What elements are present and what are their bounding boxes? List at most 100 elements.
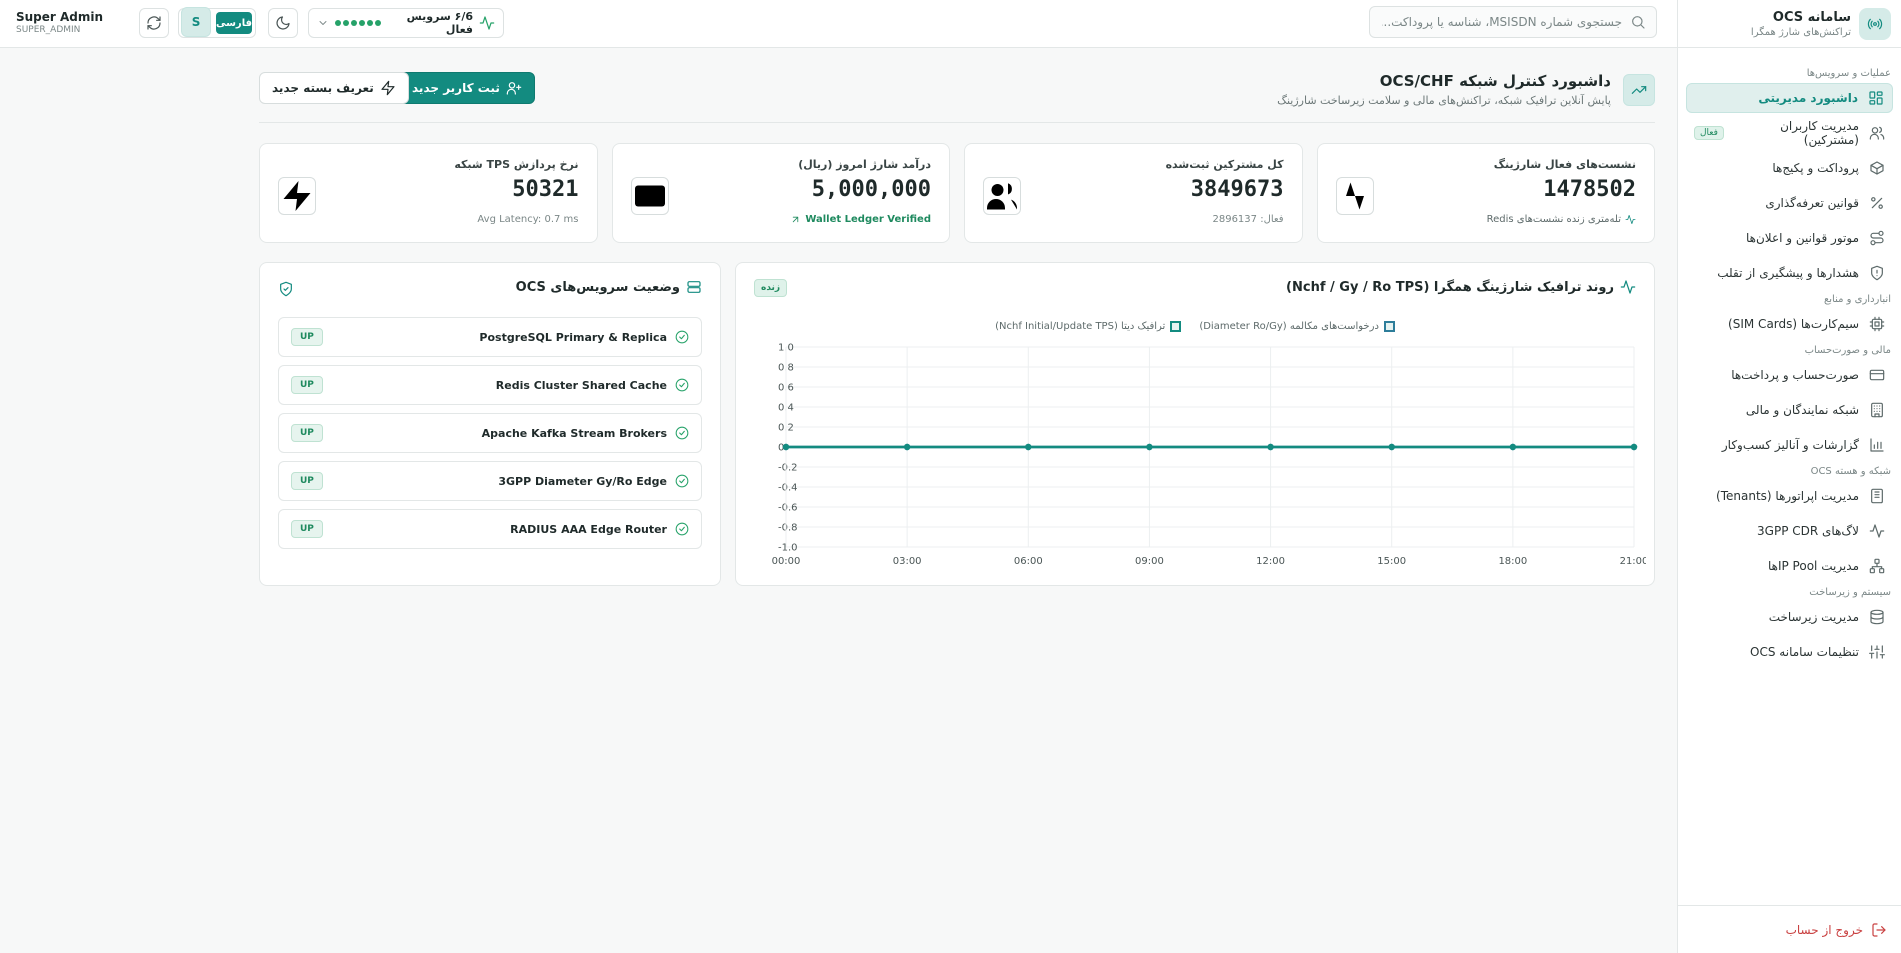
service-name: 3GPP Diameter Gy/Ro Edge bbox=[498, 474, 667, 488]
database-icon bbox=[1869, 609, 1885, 625]
package-icon bbox=[1869, 160, 1885, 176]
y-tick-label: 0.2- bbox=[778, 463, 798, 474]
legend-item[interactable]: ترافیک دیتا (Nchf Initial/Update TPS) bbox=[995, 321, 1182, 332]
status-badge: UP bbox=[291, 376, 323, 394]
arrow-up-right-icon bbox=[790, 214, 801, 225]
check-circle-icon bbox=[675, 522, 689, 536]
avatar[interactable]: S bbox=[181, 7, 212, 37]
legend-item[interactable]: درخواست‌های مکالمه (Diameter Ro/Gy) bbox=[1199, 321, 1395, 332]
credit-card-icon bbox=[630, 177, 669, 215]
services-list: PostgreSQL Primary & Replica UP Redis Cl… bbox=[278, 317, 702, 557]
service-name: PostgreSQL Primary & Replica bbox=[479, 330, 667, 344]
x-tick-label: 15:00 bbox=[1377, 556, 1406, 567]
sidebar-item[interactable]: شبکه نمایندگان و مالی bbox=[1686, 395, 1893, 425]
user-plus-icon bbox=[506, 80, 522, 96]
sidebar-item-label: داشبورد مدیریتی bbox=[1758, 91, 1858, 105]
refresh-button[interactable] bbox=[139, 8, 169, 38]
kpi-footnote-text: Avg Latency: 0.7 ms bbox=[477, 214, 579, 225]
service-name: Redis Cluster Shared Cache bbox=[495, 378, 667, 392]
check-circle-icon bbox=[675, 426, 689, 440]
sidebar-item-label: هشدارها و پیشگیری از تقلب bbox=[1717, 266, 1859, 280]
page-subtitle: پایش آنلاین ترافیک شبکه، تراکنش‌های مالی… bbox=[1277, 94, 1611, 107]
activity-icon bbox=[1869, 523, 1885, 539]
activity-icon bbox=[1620, 279, 1636, 295]
status-badge: UP bbox=[291, 328, 323, 346]
status-badge: UP bbox=[291, 520, 323, 538]
x-tick-label: 12:00 bbox=[1256, 556, 1285, 567]
sidebar-item[interactable]: سیم‌کارت‌ها (SIM Cards) bbox=[1686, 309, 1893, 339]
kpi-value: 3849673 bbox=[1190, 177, 1284, 202]
search-box[interactable] bbox=[1369, 6, 1657, 38]
theme-toggle-button[interactable] bbox=[268, 8, 298, 38]
sidebar-item[interactable]: لاگ‌های 3GPP CDR bbox=[1686, 516, 1893, 546]
search-input[interactable] bbox=[1382, 15, 1622, 29]
new-package-button[interactable]: تعریف بسته جدید bbox=[259, 72, 409, 104]
app-subtitle: تراکنش‌های شارژ همگرا bbox=[1750, 26, 1851, 38]
x-tick-label: 03:00 bbox=[893, 556, 922, 567]
new-user-button[interactable]: ثبت کاربر جدید bbox=[399, 72, 535, 104]
x-tick-label: 00:00 bbox=[772, 556, 801, 567]
sidebar-item[interactable]: موتور قوانین و اعلان‌ها bbox=[1686, 223, 1893, 253]
services-panel-title-text: وضعیت سرویس‌های OCS bbox=[515, 279, 680, 295]
legend-swatch bbox=[1170, 321, 1182, 332]
data-point bbox=[1388, 443, 1395, 451]
services-status-label: ۶/6 سرویس فعال bbox=[406, 10, 473, 36]
sidebar-item[interactable]: تنظیمات سامانه OCS bbox=[1686, 637, 1893, 667]
kpi-footnote: تله‌متری زنده نشست‌های Redis bbox=[1487, 214, 1636, 225]
kpi-value: 50321 bbox=[512, 177, 579, 202]
zap-icon bbox=[278, 177, 316, 215]
sidebar-item[interactable]: پروداکت و پکیج‌ها bbox=[1686, 153, 1893, 183]
legend-swatch bbox=[1383, 321, 1395, 332]
data-point bbox=[1025, 443, 1032, 451]
service-name: RADIUS AAA Edge Router bbox=[510, 522, 667, 536]
sidebar-item-label: موتور قوانین و اعلان‌ها bbox=[1745, 231, 1859, 245]
bar-chart-icon bbox=[1869, 437, 1885, 453]
divider bbox=[259, 122, 1655, 123]
data-point bbox=[903, 443, 911, 451]
check-circle-icon bbox=[675, 474, 689, 488]
kpi-row: نشست‌های فعال شارژینگ 1478502 تله‌متری ز… bbox=[259, 143, 1655, 243]
activity-icon bbox=[1335, 177, 1374, 215]
service-row: Redis Cluster Shared Cache UP bbox=[278, 365, 702, 405]
logout-button[interactable]: خروج از حساب bbox=[1678, 905, 1901, 953]
kpi-footnote-text: تله‌متری زنده نشست‌های Redis bbox=[1486, 214, 1621, 225]
service-row: Apache Kafka Stream Brokers UP bbox=[278, 413, 702, 453]
sidebar-item[interactable]: مدیریت اپراتورها (Tenants) bbox=[1686, 481, 1893, 511]
sidebar-item-label: سیم‌کارت‌ها (SIM Cards) bbox=[1728, 317, 1859, 331]
check-circle-icon bbox=[675, 378, 689, 392]
brand: سامانه OCS تراکنش‌های شارژ همگرا bbox=[1678, 0, 1901, 48]
sliders-icon bbox=[1869, 644, 1885, 660]
sidebar-item[interactable]: قوانین تعرفه‌گذاری bbox=[1686, 188, 1893, 218]
dashboard-icon bbox=[1868, 90, 1884, 106]
service-dots bbox=[335, 20, 381, 26]
lang-fa-option[interactable]: فارسی bbox=[215, 12, 252, 34]
radio-tower-icon bbox=[1859, 7, 1891, 40]
sidebar-item-label: صورت‌حساب و پرداخت‌ها bbox=[1731, 368, 1859, 382]
activity-icon bbox=[479, 15, 495, 31]
traffic-panel-title: روند ترافیک شارژینگ همگرا (Nchf / Gy / R… bbox=[1286, 279, 1636, 295]
users-icon bbox=[1869, 125, 1885, 141]
sidebar-item[interactable]: گزارشات و آنالیز کسب‌وکار bbox=[1686, 430, 1893, 460]
chevron-down-icon bbox=[317, 17, 329, 29]
services-status-dropdown[interactable]: ۶/6 سرویس فعال bbox=[308, 8, 504, 38]
sidebar-item[interactable]: داشبورد مدیریتی bbox=[1686, 83, 1893, 113]
status-badge: UP bbox=[291, 424, 323, 442]
user-name: Super Admin bbox=[16, 9, 104, 24]
sidebar-item[interactable]: صورت‌حساب و پرداخت‌ها bbox=[1686, 360, 1893, 390]
status-badge: فعال bbox=[1694, 126, 1724, 140]
sidebar-item[interactable]: هشدارها و پیشگیری از تقلب bbox=[1686, 258, 1893, 288]
kpi-card: نشست‌های فعال شارژینگ 1478502 تله‌متری ز… bbox=[1316, 143, 1655, 243]
sidebar-item[interactable]: مدیریت IP Poolها bbox=[1686, 551, 1893, 581]
traffic-chart-panel: روند ترافیک شارژینگ همگرا (Nchf / Gy / R… bbox=[735, 262, 1655, 586]
kpi-label: نشست‌های فعال شارژینگ bbox=[1493, 158, 1636, 171]
sidebar-item[interactable]: مدیریت کاربران (مشترکین) فعال bbox=[1686, 118, 1893, 148]
user-menu[interactable]: Super Admin SUPER_ADMIN S bbox=[16, 7, 212, 37]
live-badge: زنده bbox=[754, 279, 788, 297]
traffic-line-chart: 1.00.80.60.40.200.2-0.4-0.6-0.8-1.0-00:0… bbox=[772, 343, 1646, 568]
server-stack-icon bbox=[686, 279, 702, 295]
route-icon bbox=[1869, 230, 1885, 246]
sidebar-item[interactable]: مدیریت زیرساخت bbox=[1686, 602, 1893, 632]
data-point bbox=[1630, 443, 1638, 451]
shield-alert-icon bbox=[1869, 265, 1885, 281]
service-row: PostgreSQL Primary & Replica UP bbox=[278, 317, 702, 357]
